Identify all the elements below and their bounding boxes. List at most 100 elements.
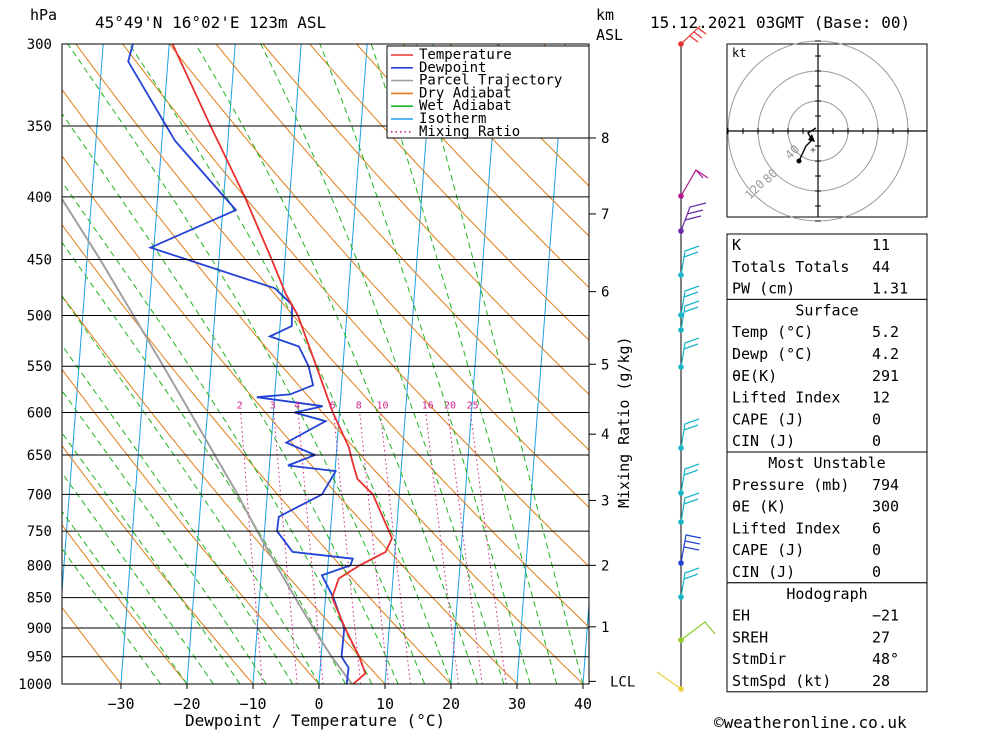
dry-adiabat-line <box>309 44 589 341</box>
wet-adiabat-line <box>319 44 531 684</box>
dry-adiabat-line <box>121 44 589 568</box>
pressure-tick-label: 850 <box>27 591 52 607</box>
x-tick-label: 10 <box>376 695 394 713</box>
indices-section-box <box>726 233 928 300</box>
height-ticks: 8 7 6 5 4 3 2 1 LCL <box>588 44 635 690</box>
pressure-tick-label: 1000 <box>18 677 52 693</box>
mixing-ratio-label: 10 <box>377 400 389 411</box>
index-value: 28 <box>872 672 890 690</box>
index-label: Totals Totals <box>732 258 849 276</box>
wind-barb <box>680 169 709 197</box>
height-tick-label: 3 <box>601 493 609 509</box>
datetime-title: 15.12.2021 03GMT (Base: 00) <box>650 13 910 32</box>
index-value: 0 <box>872 432 881 450</box>
indices-section-box <box>726 298 928 453</box>
wet-adiabat-line <box>415 44 584 684</box>
isotherm-lines <box>62 44 589 684</box>
pressure-tick-label: 800 <box>27 558 52 574</box>
index-value: 44 <box>872 258 890 276</box>
pressure-tick-label: 500 <box>27 309 52 325</box>
x-tick-label: −10 <box>239 695 266 713</box>
x-tick-labels: −30 −20 −10 0 10 20 30 40 <box>107 684 592 713</box>
wind-barb-shape <box>680 534 702 564</box>
height-tick-label: 6 <box>601 285 609 301</box>
indices-section-title: Hodograph <box>786 585 867 603</box>
index-label: Pressure (mb) <box>732 476 849 494</box>
dry-adiabat-line <box>62 368 320 684</box>
hodograph-start-dot <box>796 158 802 164</box>
pressure-tick-label: 550 <box>27 359 52 375</box>
wet-adiabat-lines <box>62 44 584 684</box>
dry-adiabat-line <box>215 44 589 451</box>
index-label: K <box>732 236 741 254</box>
wind-barb <box>680 285 700 316</box>
height-tick-label: 7 <box>601 207 609 223</box>
wind-barb-shape <box>680 418 700 449</box>
index-value: 11 <box>872 236 890 254</box>
mixing-ratio-label: 4 <box>294 400 300 411</box>
dry-adiabat-line <box>62 223 452 684</box>
index-label: StmDir <box>732 650 786 668</box>
index-label: Temp (°C) <box>732 323 813 341</box>
location-title: 45°49'N 16°02'E 123m ASL <box>95 13 326 32</box>
mixing-ratio-label: 8 <box>356 400 362 411</box>
wind-barb-shape <box>680 337 700 368</box>
isotherm-line <box>120 44 170 684</box>
index-value: 291 <box>872 367 899 385</box>
wind-barb <box>680 534 702 564</box>
wind-barb-shape <box>680 567 700 598</box>
index-value: 4.2 <box>872 345 899 363</box>
index-label: EH <box>732 607 750 625</box>
wet-adiabat-line <box>62 547 162 684</box>
wind-barb-shape <box>680 245 700 276</box>
plot-frame <box>61 43 590 685</box>
index-label: StmSpd (kt) <box>732 672 831 690</box>
wind-profile <box>656 25 716 692</box>
x-tick-label: −30 <box>107 695 134 713</box>
x-tick-label: 20 <box>442 695 460 713</box>
mixing-ratio-line <box>333 412 362 684</box>
x-tick-label: 40 <box>574 695 592 713</box>
legend-label-temperature: Temperature <box>419 47 512 63</box>
index-value: 12 <box>872 389 890 407</box>
wind-barb <box>680 337 700 368</box>
index-value: 300 <box>872 498 899 516</box>
height-unit-label: km <box>596 6 614 24</box>
isotherm-line <box>450 44 500 684</box>
index-value: 0 <box>872 563 881 581</box>
index-label: Lifted Index <box>732 519 840 537</box>
pressure-tick-label: 950 <box>27 650 52 666</box>
height-unit-asl: ASL <box>596 26 623 44</box>
indices-section-box <box>726 582 928 693</box>
wind-barb-shape <box>680 285 700 316</box>
wind-barb-shape <box>680 202 707 232</box>
mixing-ratio-line <box>273 412 298 684</box>
height-tick-label: 4 <box>601 427 609 443</box>
index-value: 5.2 <box>872 323 899 341</box>
wind-barb <box>680 492 700 523</box>
pressure-tick-label: 600 <box>27 405 52 421</box>
index-label: θE(K) <box>732 367 777 385</box>
temperature-line <box>171 44 393 684</box>
mixing-ratio-line <box>425 412 459 684</box>
dry-adiabat-line <box>75 44 589 628</box>
wind-barb <box>680 567 700 598</box>
hodograph-unit: kt <box>732 46 746 60</box>
mixing-ratio-line <box>297 412 324 684</box>
legend-box <box>386 45 590 139</box>
dry-adiabat-line <box>62 524 188 684</box>
legend-label-isotherm: Isotherm <box>419 111 486 127</box>
wind-barb-shape <box>680 169 709 197</box>
index-value: 27 <box>872 628 890 646</box>
isotherm-line <box>186 44 236 684</box>
index-value: 48° <box>872 650 899 668</box>
height-tick-label: 5 <box>601 357 609 373</box>
wet-adiabat-line <box>62 472 214 684</box>
wind-barb <box>680 25 707 45</box>
isotherm-line <box>318 44 368 684</box>
wind-barb-shape <box>680 300 700 331</box>
x-tick-label: −20 <box>173 695 200 713</box>
